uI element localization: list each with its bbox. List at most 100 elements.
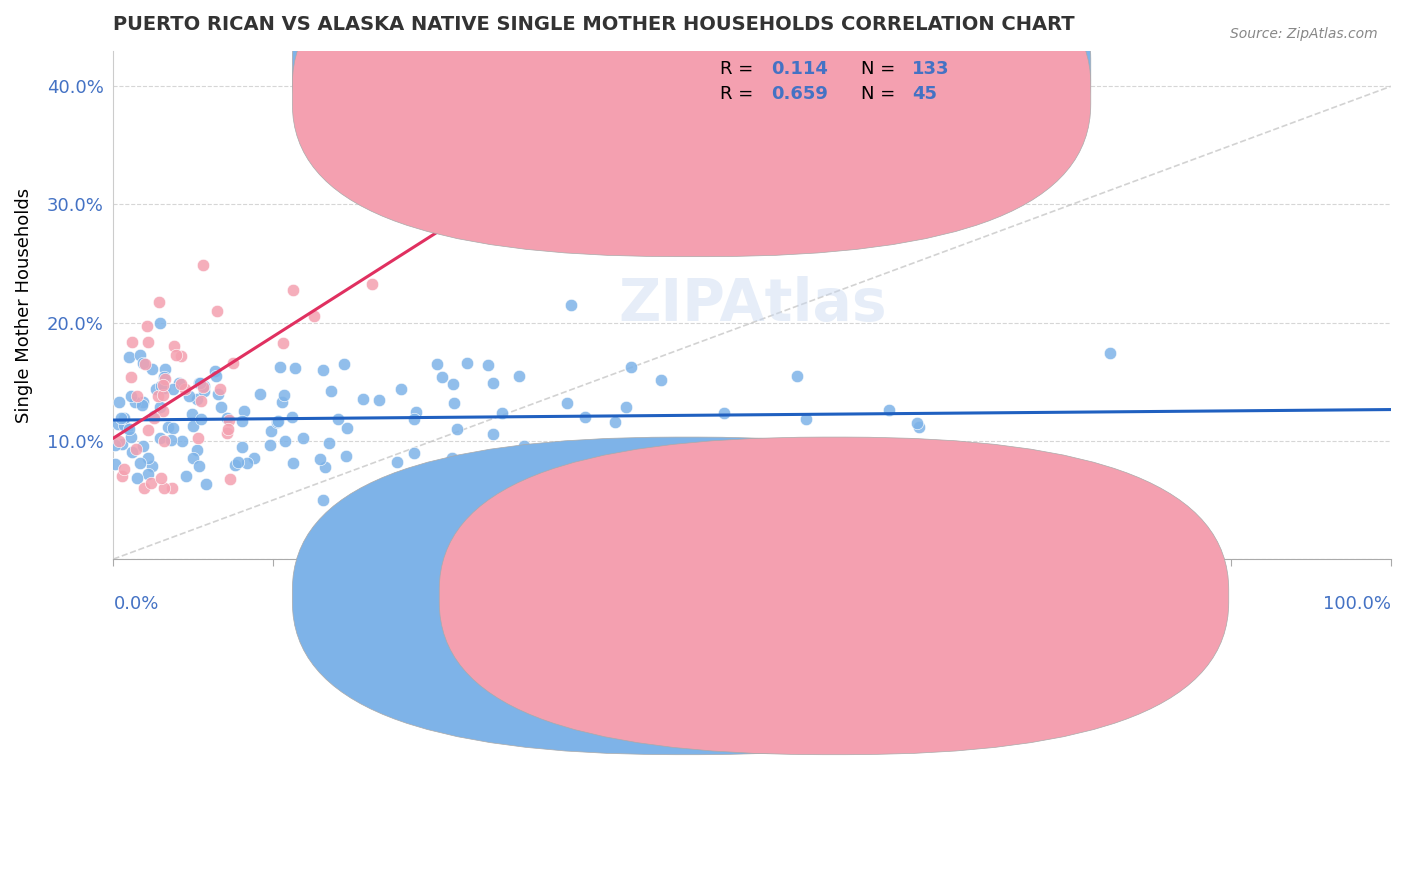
Point [385, 455, 408, 469]
Point [181, 450, 204, 465]
Point [283, 456, 305, 470]
Point [204, 364, 226, 378]
Point [284, 360, 307, 375]
Text: N =: N = [860, 85, 901, 103]
Point [654, 444, 676, 458]
FancyBboxPatch shape [292, 0, 1091, 257]
Point [128, 348, 150, 362]
Point [402, 446, 425, 460]
Point [114, 462, 136, 476]
Point [110, 436, 132, 450]
Point [222, 356, 245, 370]
Point [908, 420, 931, 434]
Point [280, 409, 302, 424]
Point [108, 434, 131, 448]
Point [136, 319, 159, 334]
Text: Puerto Ricans: Puerto Ricans [704, 588, 820, 607]
Point [152, 404, 174, 418]
Point [186, 442, 208, 457]
Point [149, 431, 172, 445]
Point [482, 376, 505, 391]
Point [193, 384, 215, 398]
Point [172, 434, 194, 448]
Point [352, 392, 374, 407]
Point [150, 471, 173, 485]
Point [271, 395, 294, 409]
Point [249, 387, 271, 401]
Point [794, 412, 817, 426]
Point [319, 384, 342, 399]
Point [314, 460, 336, 475]
Point [139, 475, 162, 490]
Point [138, 451, 160, 466]
Point [283, 283, 305, 297]
Point [441, 451, 464, 466]
Point [650, 372, 672, 386]
Point [174, 469, 197, 483]
Point [623, 470, 645, 484]
Point [120, 430, 142, 444]
Text: R =: R = [720, 85, 759, 103]
Text: 0.114: 0.114 [772, 60, 828, 78]
Text: PUERTO RICAN VS ALASKA NATIVE SINGLE MOTHER HOUSEHOLDS CORRELATION CHART: PUERTO RICAN VS ALASKA NATIVE SINGLE MOT… [114, 15, 1076, 34]
Point [111, 469, 134, 483]
Point [136, 467, 159, 482]
Point [146, 389, 169, 403]
Point [336, 421, 359, 435]
Point [152, 369, 174, 384]
Point [117, 421, 139, 435]
Point [207, 386, 229, 401]
Point [513, 439, 536, 453]
Point [443, 395, 465, 409]
Point [141, 362, 163, 376]
Point [108, 395, 131, 409]
Point [326, 412, 349, 426]
Point [104, 457, 127, 471]
Point [153, 362, 176, 376]
Point [273, 434, 295, 449]
Point [312, 492, 335, 507]
Point [162, 383, 184, 397]
Point [188, 376, 211, 390]
Point [138, 423, 160, 437]
Point [174, 382, 197, 396]
Point [118, 351, 141, 365]
Point [112, 411, 135, 425]
Point [219, 472, 242, 486]
Point [129, 456, 152, 470]
Point [153, 371, 176, 385]
Text: 100.0%: 100.0% [1323, 595, 1391, 613]
Point [107, 417, 129, 431]
Point [560, 298, 582, 312]
Point [142, 409, 165, 424]
Point [112, 417, 135, 432]
Point [117, 422, 139, 436]
Point [367, 392, 389, 407]
Point [145, 382, 167, 396]
Point [389, 383, 412, 397]
Point [786, 369, 808, 384]
FancyBboxPatch shape [650, 45, 1059, 117]
Text: 133: 133 [912, 60, 949, 78]
Point [125, 388, 148, 402]
Point [426, 357, 449, 371]
Point [267, 414, 290, 428]
Point [124, 395, 146, 409]
Point [384, 471, 406, 485]
Text: Source: ZipAtlas.com: Source: ZipAtlas.com [1230, 27, 1378, 41]
Point [163, 339, 186, 353]
FancyBboxPatch shape [439, 437, 1229, 755]
Point [149, 379, 172, 393]
Point [131, 398, 153, 412]
Point [404, 412, 426, 426]
Point [441, 377, 464, 392]
Text: 0.0%: 0.0% [114, 595, 159, 613]
FancyBboxPatch shape [292, 437, 1081, 755]
Point [125, 442, 148, 456]
Point [494, 485, 516, 500]
Point [747, 465, 769, 479]
Point [160, 481, 183, 495]
Point [148, 295, 170, 310]
Point [302, 310, 325, 324]
Point [432, 370, 454, 384]
